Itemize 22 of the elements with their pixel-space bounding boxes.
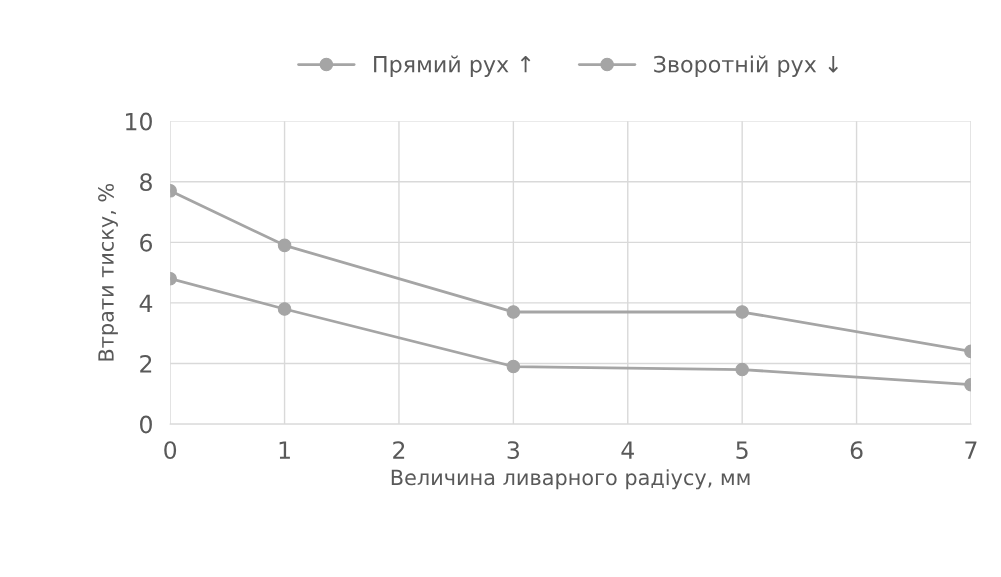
x-tick-label: 0: [164, 441, 177, 460]
x-tick-label: 4: [621, 441, 634, 459]
x-axis-title: Величина ливарного радіусу, мм: [391, 469, 750, 490]
x-tick-label: 6: [850, 441, 863, 460]
x-tick-label: 5: [736, 441, 748, 460]
x-tick-label: 3: [507, 441, 519, 460]
x-tick-label: 2: [393, 441, 405, 459]
point: [506, 305, 521, 319]
y-tick-label: 2: [140, 354, 152, 373]
y-tick-label: 6: [140, 233, 153, 252]
y-axis-title: Втрати тиску, %: [98, 183, 118, 361]
y-tick-label: 0: [140, 415, 152, 434]
x-tick-label: 7: [965, 441, 977, 459]
y-tick-label: 8: [140, 173, 152, 192]
point: [735, 362, 749, 377]
y-tick-label: 4: [139, 294, 153, 312]
point: [735, 305, 749, 319]
y-tick-label: 10: [126, 112, 152, 131]
x-tick-label: 1: [279, 441, 290, 459]
legend-label: Прямий рух ↑: [374, 55, 531, 77]
point: [506, 359, 521, 374]
legend-label: Зворотній рух ↓: [654, 55, 838, 77]
